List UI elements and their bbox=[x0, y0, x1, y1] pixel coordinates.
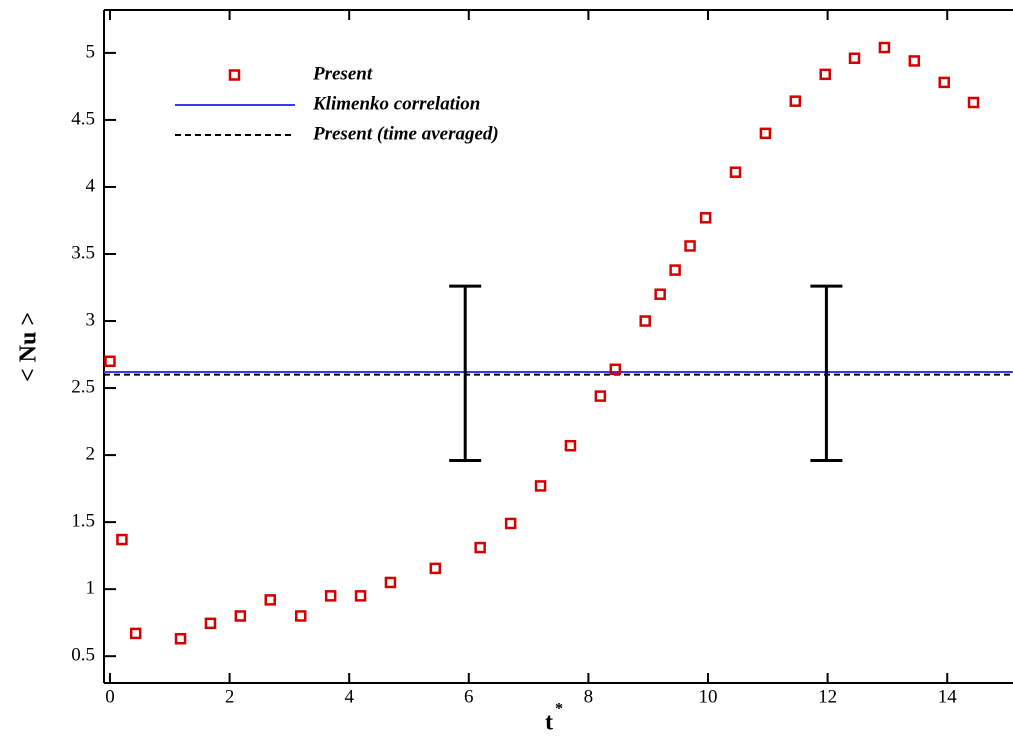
x-tick-label: 0 bbox=[105, 686, 115, 707]
x-axis-label: t bbox=[545, 710, 553, 736]
marker bbox=[609, 363, 622, 376]
y-tick-label: 4 bbox=[86, 175, 96, 196]
marker bbox=[729, 166, 742, 178]
y-axis-label: < Nu > bbox=[16, 312, 42, 382]
marker bbox=[104, 355, 116, 367]
x-tick-label: 14 bbox=[938, 686, 958, 707]
x-axis-label-sup: * bbox=[555, 701, 563, 718]
y-tick-label: 1 bbox=[86, 578, 96, 599]
marker bbox=[534, 480, 547, 492]
legend-label: Present (time averaged) bbox=[312, 123, 499, 144]
x-tick-label: 2 bbox=[225, 686, 235, 707]
marker bbox=[234, 610, 247, 622]
y-tick-label: 0.5 bbox=[71, 645, 95, 666]
marker bbox=[264, 594, 277, 606]
marker bbox=[669, 264, 681, 276]
x-tick-label: 12 bbox=[818, 686, 837, 707]
x-tick-label: 10 bbox=[699, 686, 718, 707]
marker bbox=[684, 240, 696, 252]
marker bbox=[594, 390, 607, 402]
marker bbox=[908, 55, 921, 67]
marker bbox=[429, 562, 442, 575]
marker bbox=[564, 439, 577, 452]
marker bbox=[129, 627, 142, 640]
legend-label: Present bbox=[312, 63, 373, 84]
legend-marker bbox=[228, 69, 241, 81]
marker bbox=[878, 41, 891, 54]
y-tick-label: 2 bbox=[86, 443, 96, 464]
marker bbox=[967, 96, 980, 109]
y-tick-label: 1.5 bbox=[71, 510, 95, 531]
legend-label: Klimenko correlation bbox=[312, 93, 480, 114]
marker bbox=[639, 315, 651, 327]
marker bbox=[759, 127, 772, 140]
marker bbox=[654, 288, 666, 300]
x-tick-label: 6 bbox=[464, 686, 474, 707]
x-tick-label: 4 bbox=[344, 686, 354, 707]
y-tick-label: 5 bbox=[86, 41, 96, 62]
marker bbox=[504, 517, 517, 530]
marker bbox=[174, 633, 187, 645]
marker bbox=[699, 212, 712, 224]
x-tick-label: 8 bbox=[584, 686, 594, 707]
y-tick-label: 4.5 bbox=[71, 108, 95, 129]
marker bbox=[354, 590, 367, 602]
y-tick-label: 3 bbox=[86, 309, 96, 330]
marker bbox=[295, 610, 307, 622]
y-tick-label: 3.5 bbox=[71, 242, 95, 263]
marker bbox=[324, 590, 337, 602]
marker bbox=[384, 576, 397, 589]
y-tick-label: 2.5 bbox=[71, 376, 95, 397]
marker bbox=[474, 541, 486, 554]
marker bbox=[938, 76, 950, 89]
marker bbox=[848, 52, 861, 65]
marker bbox=[789, 95, 802, 107]
marker bbox=[204, 617, 217, 630]
marker bbox=[819, 68, 831, 81]
marker bbox=[116, 533, 128, 546]
